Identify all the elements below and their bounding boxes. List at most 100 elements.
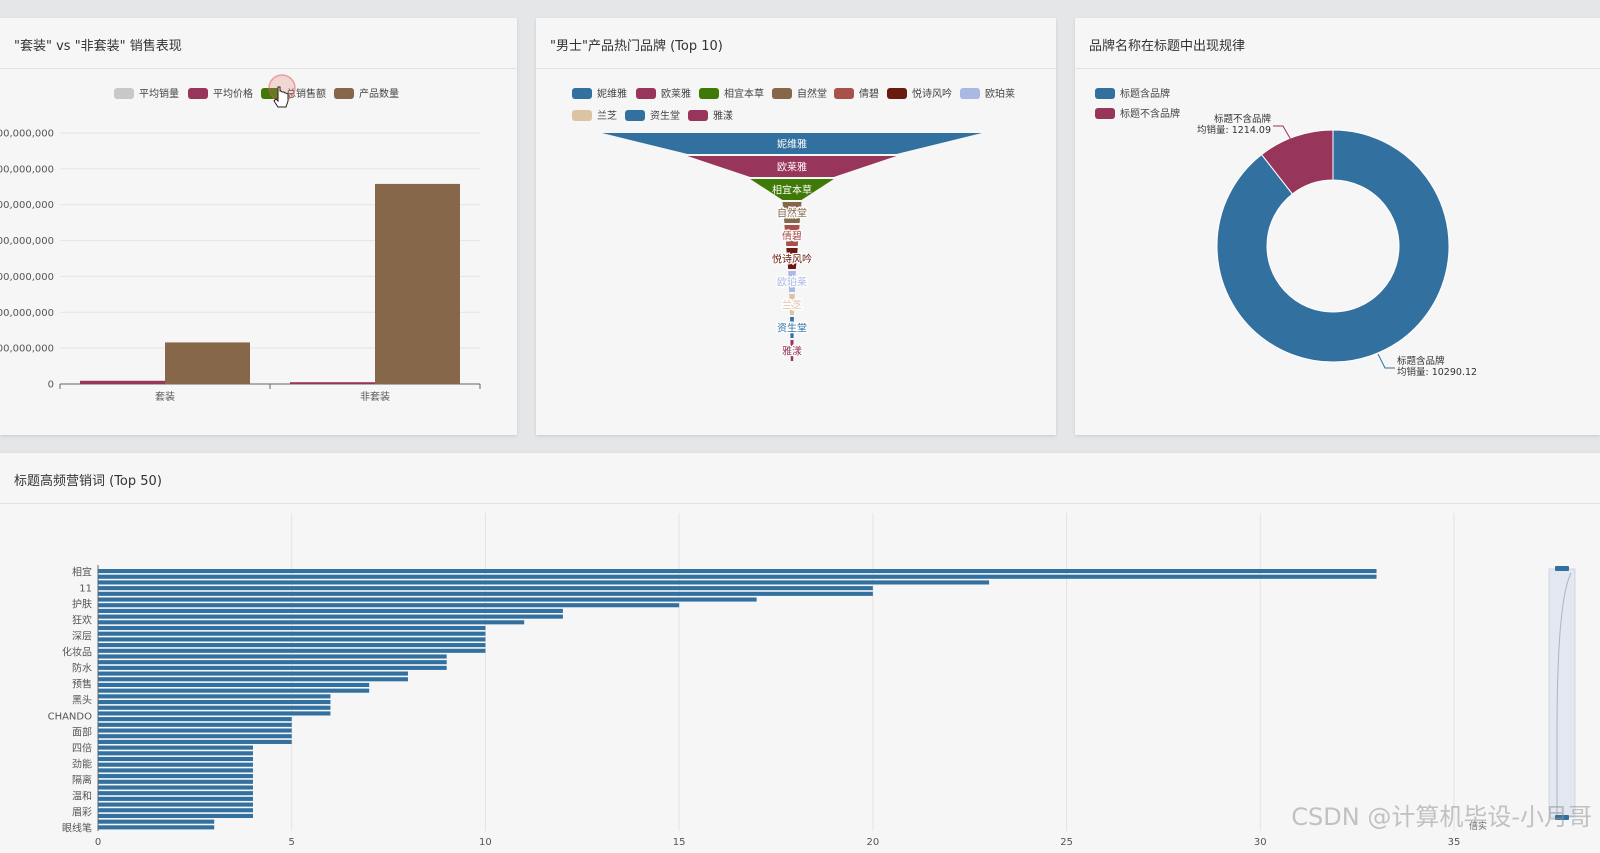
keyword-bar [98, 819, 215, 824]
keyword-bar [98, 785, 253, 790]
legend-item[interactable]: 产品数量 [334, 87, 399, 100]
keyword-bar [98, 796, 253, 801]
y-tick-label: 1,000,000,000 [0, 308, 54, 319]
donut-slice [1216, 129, 1450, 363]
keyword-bar [98, 677, 408, 682]
y-tick-label: 3,500,000,000 [0, 129, 54, 140]
y-tick-label: 眉彩 [72, 807, 92, 819]
keyword-bar [98, 603, 680, 608]
legend-label: 平均价格 [213, 87, 253, 100]
legend-swatch [1095, 108, 1115, 119]
keyword-bar [98, 739, 292, 744]
zoom-handle-top[interactable] [1555, 566, 1569, 571]
funnel-segment [784, 225, 800, 246]
funnel-segment [788, 271, 796, 292]
funnel-segment [786, 248, 798, 269]
legend-swatch [960, 88, 980, 99]
keyword-bar [98, 682, 370, 688]
funnel-label: 兰芝 [782, 299, 802, 312]
set-sales-chart: 平均销量 平均价格 总销售额 产品数量 0 500,000,000 1,000,000,00… [0, 87, 481, 403]
y-tick-label: 狂欢 [72, 613, 92, 626]
y-tick-label: 相宜 [72, 565, 92, 578]
zoom-slider-track[interactable] [1548, 568, 1576, 818]
keyword-bar [98, 654, 447, 659]
y-tick-label: 预售 [72, 677, 92, 690]
x-tick-label: 5 [289, 837, 295, 848]
y-tick-label: 隔离 [72, 774, 92, 787]
y-tick-label: 500,000,000 [0, 344, 54, 355]
brand-title-panel: 品牌名称在标题中出现规律 标题含品牌 标题不含品牌 标题含品牌 均销量: 10290.… [1075, 18, 1600, 435]
legend-item[interactable]: 自然堂 [772, 87, 827, 100]
legend-item[interactable]: 标题含品牌 [1095, 87, 1170, 100]
funnel-segment [602, 133, 982, 154]
legend-item[interactable]: 平均价格 [188, 87, 253, 100]
legend-label: 欧珀莱 [985, 87, 1015, 100]
legend-label: 相宜本草 [724, 87, 764, 100]
keyword-bar [98, 608, 563, 613]
panel-title: 品牌名称在标题中出现规律 [1089, 39, 1246, 54]
keyword-bar [98, 728, 292, 733]
keyword-bar [98, 762, 253, 767]
funnel-segment [750, 179, 834, 200]
legend-label: 标题不含品牌 [1120, 107, 1180, 120]
zoom-slider-shape [1556, 572, 1572, 815]
keyword-bar [98, 637, 486, 642]
legend-swatch [188, 88, 208, 99]
divider [0, 503, 1600, 504]
keywords-panel: 标题高频营销词 (Top 50) 0 5 10 15 20 25 30 35 相宜 11 护肤 狂欢深… [0, 453, 1600, 853]
funnel-label: 相宜本草 [772, 184, 812, 197]
keyword-bar [98, 648, 486, 653]
label-leader [1377, 353, 1395, 369]
bar-平均价格 [80, 380, 165, 384]
legend-item[interactable]: 资生堂 [625, 109, 680, 122]
legend-swatch [636, 88, 656, 99]
legend-label: 自然堂 [797, 87, 827, 100]
legend-label: 倩碧 [859, 87, 879, 100]
legend-label: 标题含品牌 [1120, 87, 1170, 100]
keyword-bar [98, 614, 563, 619]
bar-产品数量 [165, 342, 250, 384]
funnel-label: 自然堂 [777, 207, 807, 220]
legend-item[interactable]: 妮维雅 [572, 87, 627, 100]
panel-title: "套装" vs "非套装" 销售表现 [14, 39, 182, 54]
funnel-segment [790, 340, 794, 361]
y-tick-label: 护肤 [72, 597, 92, 610]
legend-item[interactable]: 悦诗风吟 [887, 87, 952, 100]
funnel-segment [790, 317, 794, 338]
legend-item[interactable]: 欧珀莱 [960, 87, 1015, 100]
legend-swatch [572, 88, 592, 99]
keyword-bar [98, 774, 253, 779]
legend-label: 资生堂 [650, 109, 680, 122]
keyword-bar [98, 574, 1377, 579]
y-tick-label: 化妆品 [62, 645, 92, 658]
x-tick-label: 20 [866, 837, 879, 848]
legend-item[interactable]: 兰芝 [572, 109, 617, 122]
slice-label: 标题含品牌 [1397, 355, 1445, 367]
keyword-bar [98, 643, 486, 648]
legend-item[interactable]: 标题不含品牌 [1095, 107, 1180, 120]
legend-item[interactable]: 欧莱雅 [636, 87, 691, 100]
x-tick-label: 25 [1060, 837, 1073, 848]
zoom-handle-bottom[interactable] [1555, 815, 1569, 820]
slice-value: 均销量: 10290.12 [1397, 366, 1477, 378]
legend-swatch [699, 88, 719, 99]
legend-item[interactable]: 平均销量 [114, 87, 179, 100]
y-tick-label: 11 [79, 583, 92, 594]
keyword-bar [98, 711, 331, 716]
legend-item[interactable]: 倩碧 [834, 87, 879, 100]
y-tick-label: 四倍 [72, 742, 92, 755]
label-leader [1273, 125, 1292, 141]
legend-item[interactable]: 相宜本草 [699, 87, 764, 100]
legend-swatch [572, 110, 592, 121]
keyword-bar [98, 722, 292, 727]
legend-label: 悦诗风吟 [912, 87, 952, 100]
legend-label: 兰芝 [597, 109, 617, 122]
legend-label: 雅漾 [713, 109, 733, 122]
keyword-bar [98, 620, 525, 625]
keyword-bar [98, 597, 757, 602]
y-tick-label: 黑头 [72, 695, 92, 707]
legend-item[interactable]: 雅漾 [688, 109, 733, 122]
funnel-label: 倩碧 [782, 230, 802, 243]
keyword-bar [98, 671, 408, 676]
